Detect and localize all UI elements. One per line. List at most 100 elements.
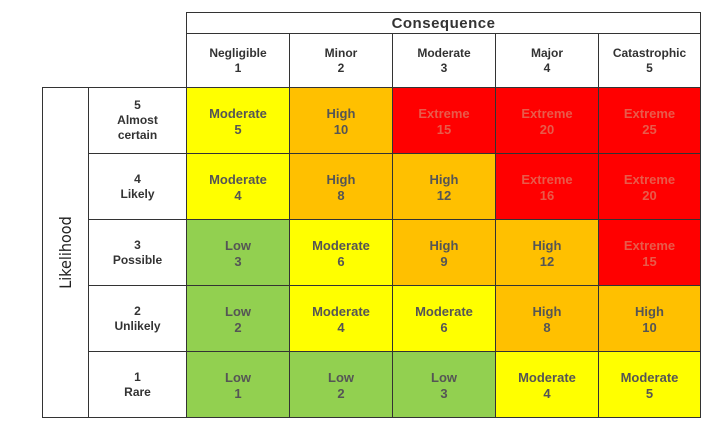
risk-cell: Extreme 20 bbox=[495, 87, 599, 154]
column-label: Major bbox=[530, 45, 563, 60]
risk-cell: High 8 bbox=[495, 285, 599, 352]
risk-score: 15 bbox=[642, 254, 657, 269]
risk-rating: Moderate bbox=[518, 370, 576, 385]
risk-rating: Extreme bbox=[623, 238, 676, 253]
axis-label: Likelihood bbox=[56, 216, 76, 289]
risk-rating: Low bbox=[431, 370, 457, 385]
risk-rating: High bbox=[429, 238, 459, 253]
risk-rating: Moderate bbox=[312, 304, 370, 319]
column-header: Major 4 bbox=[495, 33, 599, 88]
row-number: 3 bbox=[134, 237, 141, 252]
risk-cell: Moderate 4 bbox=[495, 351, 599, 418]
risk-score: 6 bbox=[337, 254, 345, 269]
column-label: Negligible bbox=[209, 45, 267, 60]
risk-score: 8 bbox=[543, 320, 551, 335]
risk-rating: Extreme bbox=[623, 106, 676, 121]
risk-cell: Low 1 bbox=[186, 351, 290, 418]
row-header: 2 Unlikely bbox=[88, 285, 187, 352]
row-number: 1 bbox=[134, 369, 141, 384]
risk-cell: Moderate 6 bbox=[289, 219, 393, 286]
risk-cell: Moderate 6 bbox=[392, 285, 496, 352]
risk-rating: Low bbox=[328, 370, 354, 385]
risk-rating: Low bbox=[225, 370, 251, 385]
column-header: Catastrophic 5 bbox=[598, 33, 701, 88]
column-header: Minor 2 bbox=[289, 33, 393, 88]
row-header: 5 Almost certain bbox=[88, 87, 187, 154]
risk-score: 3 bbox=[234, 254, 242, 269]
axis-label-cell: Likelihood bbox=[42, 87, 89, 418]
risk-rating: Moderate bbox=[209, 172, 267, 187]
row-label: Possible bbox=[112, 252, 163, 267]
risk-score: 5 bbox=[234, 122, 242, 137]
risk-cell: Extreme 20 bbox=[598, 153, 701, 220]
risk-rating: High bbox=[326, 172, 356, 187]
row-number: 5 bbox=[134, 98, 141, 112]
risk-cell: Extreme 15 bbox=[392, 87, 496, 154]
column-number: 4 bbox=[543, 60, 551, 75]
risk-rating: High bbox=[635, 304, 664, 319]
risk-rating: Extreme bbox=[521, 172, 573, 187]
column-number: 1 bbox=[234, 60, 242, 75]
risk-rating: Extreme bbox=[521, 106, 573, 121]
row-number: 4 bbox=[134, 171, 141, 186]
risk-cell: Moderate 4 bbox=[186, 153, 290, 220]
risk-score: 4 bbox=[234, 188, 242, 203]
row-header: 4 Likely bbox=[88, 153, 187, 220]
row-number: 2 bbox=[134, 303, 141, 318]
risk-cell: Low 2 bbox=[289, 351, 393, 418]
column-label: Minor bbox=[324, 45, 358, 60]
row-label: Rare bbox=[124, 384, 151, 399]
risk-rating: High bbox=[532, 238, 562, 253]
risk-score: 1 bbox=[234, 386, 242, 401]
risk-rating: Moderate bbox=[209, 106, 267, 121]
column-header: Moderate 3 bbox=[392, 33, 496, 88]
risk-cell: Moderate 5 bbox=[186, 87, 290, 154]
risk-score: 4 bbox=[337, 320, 345, 335]
risk-score: 5 bbox=[645, 386, 654, 401]
risk-rating: Low bbox=[225, 304, 251, 319]
risk-score: 2 bbox=[337, 386, 345, 401]
risk-cell: Moderate 4 bbox=[289, 285, 393, 352]
risk-score: 9 bbox=[440, 254, 448, 269]
risk-cell: High 12 bbox=[392, 153, 496, 220]
row-header: 3 Possible bbox=[88, 219, 187, 286]
column-label: Catastrophic bbox=[612, 45, 687, 60]
risk-score: 2 bbox=[234, 320, 242, 335]
risk-cell: Extreme 25 bbox=[598, 87, 701, 154]
column-number: 2 bbox=[337, 60, 345, 75]
risk-rating: High bbox=[532, 304, 562, 319]
risk-score: 15 bbox=[436, 122, 452, 137]
risk-rating: Moderate bbox=[415, 304, 473, 319]
risk-cell: High 10 bbox=[289, 87, 393, 154]
risk-cell: Extreme 15 bbox=[598, 219, 701, 286]
risk-score: 12 bbox=[436, 188, 452, 203]
risk-cell: High 12 bbox=[495, 219, 599, 286]
risk-score: 25 bbox=[642, 122, 657, 137]
risk-cell: High 8 bbox=[289, 153, 393, 220]
column-header: Negligible 1 bbox=[186, 33, 290, 88]
risk-score: 12 bbox=[539, 254, 555, 269]
risk-score: 10 bbox=[333, 122, 349, 137]
row-header: 1 Rare bbox=[88, 351, 187, 418]
risk-score: 16 bbox=[539, 188, 555, 203]
column-number: 5 bbox=[646, 60, 653, 75]
risk-cell: Low 3 bbox=[186, 219, 290, 286]
risk-rating: Extreme bbox=[418, 106, 470, 121]
risk-score: 10 bbox=[642, 320, 657, 335]
risk-cell: Low 2 bbox=[186, 285, 290, 352]
risk-rating: Moderate bbox=[312, 238, 370, 253]
risk-rating: Low bbox=[225, 238, 251, 253]
column-label: Moderate bbox=[417, 45, 471, 60]
header-title: Consequence bbox=[391, 14, 496, 32]
risk-score: 4 bbox=[543, 386, 551, 401]
risk-score: 3 bbox=[440, 386, 448, 401]
row-label: Unlikely bbox=[114, 318, 161, 333]
risk-rating: High bbox=[429, 172, 459, 187]
risk-cell: High 9 bbox=[392, 219, 496, 286]
risk-rating: Moderate bbox=[620, 370, 679, 385]
risk-score: 20 bbox=[642, 188, 657, 203]
risk-cell: Low 3 bbox=[392, 351, 496, 418]
header-title-cell: Consequence bbox=[186, 12, 701, 34]
column-number: 3 bbox=[440, 60, 448, 75]
